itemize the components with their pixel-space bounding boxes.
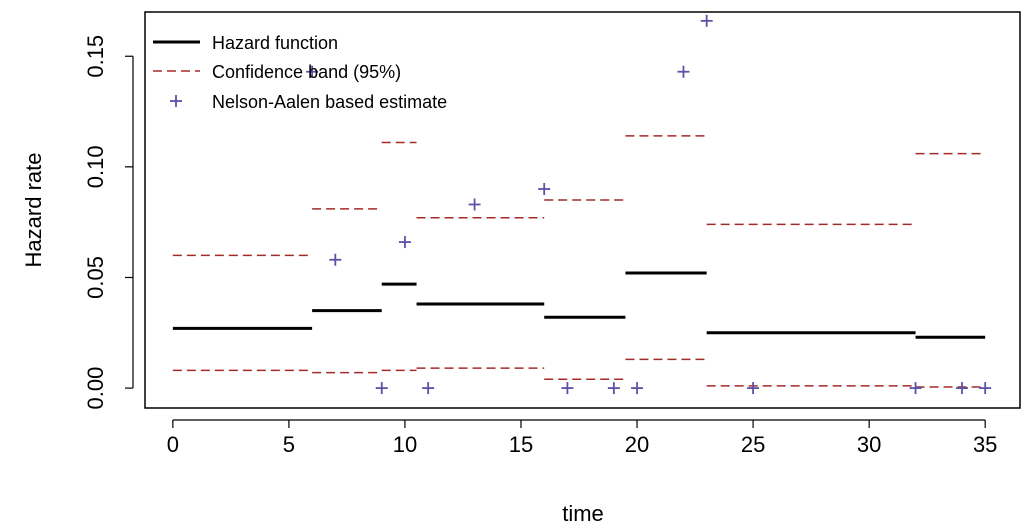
nelson-aalen-point (700, 14, 713, 27)
x-tick-label: 0 (167, 432, 179, 457)
x-axis: 0 5 10 15 20 25 30 35 (167, 419, 997, 457)
nelson-aalen-point (329, 253, 342, 266)
nelson-aalen-point (631, 382, 644, 395)
x-tick-label: 20 (625, 432, 649, 457)
y-tick-label: 0.00 (83, 367, 108, 410)
plot-frame (144, 11, 1021, 409)
y-axis: 0.00 0.05 0.10 0.15 (83, 35, 134, 410)
x-tick-label: 30 (857, 432, 881, 457)
nelson-aalen-point (979, 382, 992, 395)
legend-label-hazard: Hazard function (212, 33, 338, 53)
nelson-aalen-series (306, 14, 992, 395)
x-axis-title: time (562, 501, 604, 526)
nelson-aalen-point (909, 382, 922, 395)
legend-label-nelson-aalen: Nelson-Aalen based estimate (212, 92, 447, 112)
nelson-aalen-point (955, 382, 968, 395)
y-tick-label: 0.10 (83, 145, 108, 188)
legend-swatch-nelson-aalen (170, 95, 182, 107)
nelson-aalen-point (375, 382, 388, 395)
y-tick-label: 0.05 (83, 256, 108, 299)
y-tick-label: 0.15 (83, 35, 108, 78)
x-tick-label: 5 (283, 432, 295, 457)
x-tick-label: 35 (973, 432, 997, 457)
x-tick-label: 10 (393, 432, 417, 457)
nelson-aalen-point (306, 65, 319, 78)
hazard-function-series (172, 271, 986, 339)
y-axis-title: Hazard rate (21, 153, 46, 268)
nelson-aalen-point (561, 382, 574, 395)
nelson-aalen-point (468, 198, 481, 211)
nelson-aalen-point (422, 382, 435, 395)
x-tick-label: 25 (741, 432, 765, 457)
x-tick-label: 15 (509, 432, 533, 457)
nelson-aalen-point (747, 382, 760, 395)
nelson-aalen-point (677, 65, 690, 78)
nelson-aalen-point (538, 182, 551, 195)
legend-label-confidence: Confidence band (95%) (212, 62, 401, 82)
nelson-aalen-point (607, 382, 620, 395)
confidence-upper-series (172, 135, 986, 257)
confidence-lower-series (172, 358, 986, 388)
nelson-aalen-point (398, 236, 411, 249)
legend: Hazard function Confidence band (95%) Ne… (153, 33, 447, 112)
